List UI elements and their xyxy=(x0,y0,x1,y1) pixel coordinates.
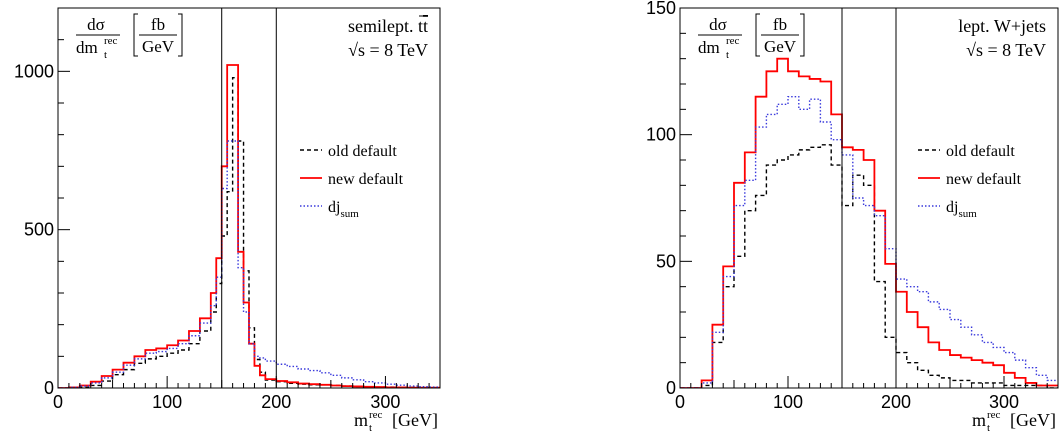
y-label-denominator-sup: rec xyxy=(104,35,118,47)
legend-label-sub: sum xyxy=(340,208,359,220)
x-tick-label: 300 xyxy=(370,392,400,412)
x-tick-label: 100 xyxy=(152,392,182,412)
process-label: lept. W+jets xyxy=(958,16,1046,36)
y-tick-label: 150 xyxy=(646,0,676,18)
legend-label-main: dj xyxy=(328,199,340,216)
right-bracket xyxy=(178,13,183,57)
process-label: semilept. tt xyxy=(348,16,428,36)
x-label-sub: t xyxy=(369,422,372,434)
legend-label: djsum xyxy=(328,199,359,220)
process-annotation: semilept. tt √s = 8 TeV xyxy=(348,15,428,60)
y-label-denominator: dm xyxy=(76,38,98,57)
x-label-sup: rec xyxy=(369,409,383,421)
y-label-numerator: dσ xyxy=(709,15,727,34)
y-label-denominator-sup: rec xyxy=(726,35,740,47)
x-tick-label: 200 xyxy=(881,392,911,412)
y-unit-denominator: GeV xyxy=(142,37,175,56)
x-label-unit: [GeV] xyxy=(1010,410,1056,430)
y-label-numerator: dσ xyxy=(87,15,105,34)
y-tick-label: 500 xyxy=(24,220,54,240)
legend: old default new default djsum xyxy=(300,143,404,220)
y-axis-label: dσ dm t rec fb GeV xyxy=(76,13,183,61)
y-unit-denominator: GeV xyxy=(764,37,797,56)
y-label-denominator-sub: t xyxy=(104,49,107,61)
x-tick-label: 100 xyxy=(773,392,803,412)
x-label-unit: [GeV] xyxy=(392,410,438,430)
series-line-dj-sum xyxy=(58,140,440,388)
series-line-new-default xyxy=(680,57,1058,388)
x-tick-label: 0 xyxy=(675,392,685,412)
y-tick-label: 1000 xyxy=(14,61,54,81)
left-bracket xyxy=(133,13,138,57)
series-line-new-default xyxy=(58,64,440,388)
y-tick-label: 0 xyxy=(44,378,54,398)
x-tick-label: 300 xyxy=(989,392,1019,412)
legend: old default new default djsum xyxy=(918,143,1022,220)
energy-label: √s = 8 TeV xyxy=(966,40,1046,60)
process-label-tbar: t xyxy=(423,16,428,36)
y-tick-label: 100 xyxy=(646,125,676,145)
legend-label: new default xyxy=(328,171,404,188)
y-tick-label: 0 xyxy=(666,378,676,398)
process-label-text: lept. W+jets xyxy=(958,16,1046,36)
legend-label: old default xyxy=(946,143,1015,160)
series-line-dj-sum xyxy=(680,95,1058,388)
process-label-text: semilept. t xyxy=(348,16,423,36)
plot-frame xyxy=(679,7,1059,389)
energy-label: √s = 8 TeV xyxy=(348,40,428,60)
legend-label: old default xyxy=(328,143,397,160)
y-unit-numerator: fb xyxy=(151,15,165,34)
y-label-denominator: dm xyxy=(698,38,720,57)
y-axis-label: dσ dm t rec fb GeV xyxy=(698,13,805,61)
x-tick-label: 200 xyxy=(261,392,291,412)
y-label-denominator-sub: t xyxy=(726,49,729,61)
y-tick-label: 50 xyxy=(656,251,676,271)
x-label-sub: t xyxy=(987,422,990,434)
legend-label: djsum xyxy=(946,199,977,220)
x-label-main: m xyxy=(354,410,368,430)
x-tick-label: 0 xyxy=(53,392,63,412)
legend-label-main: dj xyxy=(946,199,958,216)
process-annotation: lept. W+jets √s = 8 TeV xyxy=(958,16,1046,60)
legend-label-sub: sum xyxy=(958,208,977,220)
x-label-sup: rec xyxy=(987,409,1001,421)
legend-label: new default xyxy=(946,171,1022,188)
x-label-main: m xyxy=(972,410,986,430)
y-unit-numerator: fb xyxy=(773,15,787,34)
left-bracket xyxy=(755,13,760,57)
right-bracket xyxy=(800,13,805,57)
series-line-old-default xyxy=(680,144,1058,388)
